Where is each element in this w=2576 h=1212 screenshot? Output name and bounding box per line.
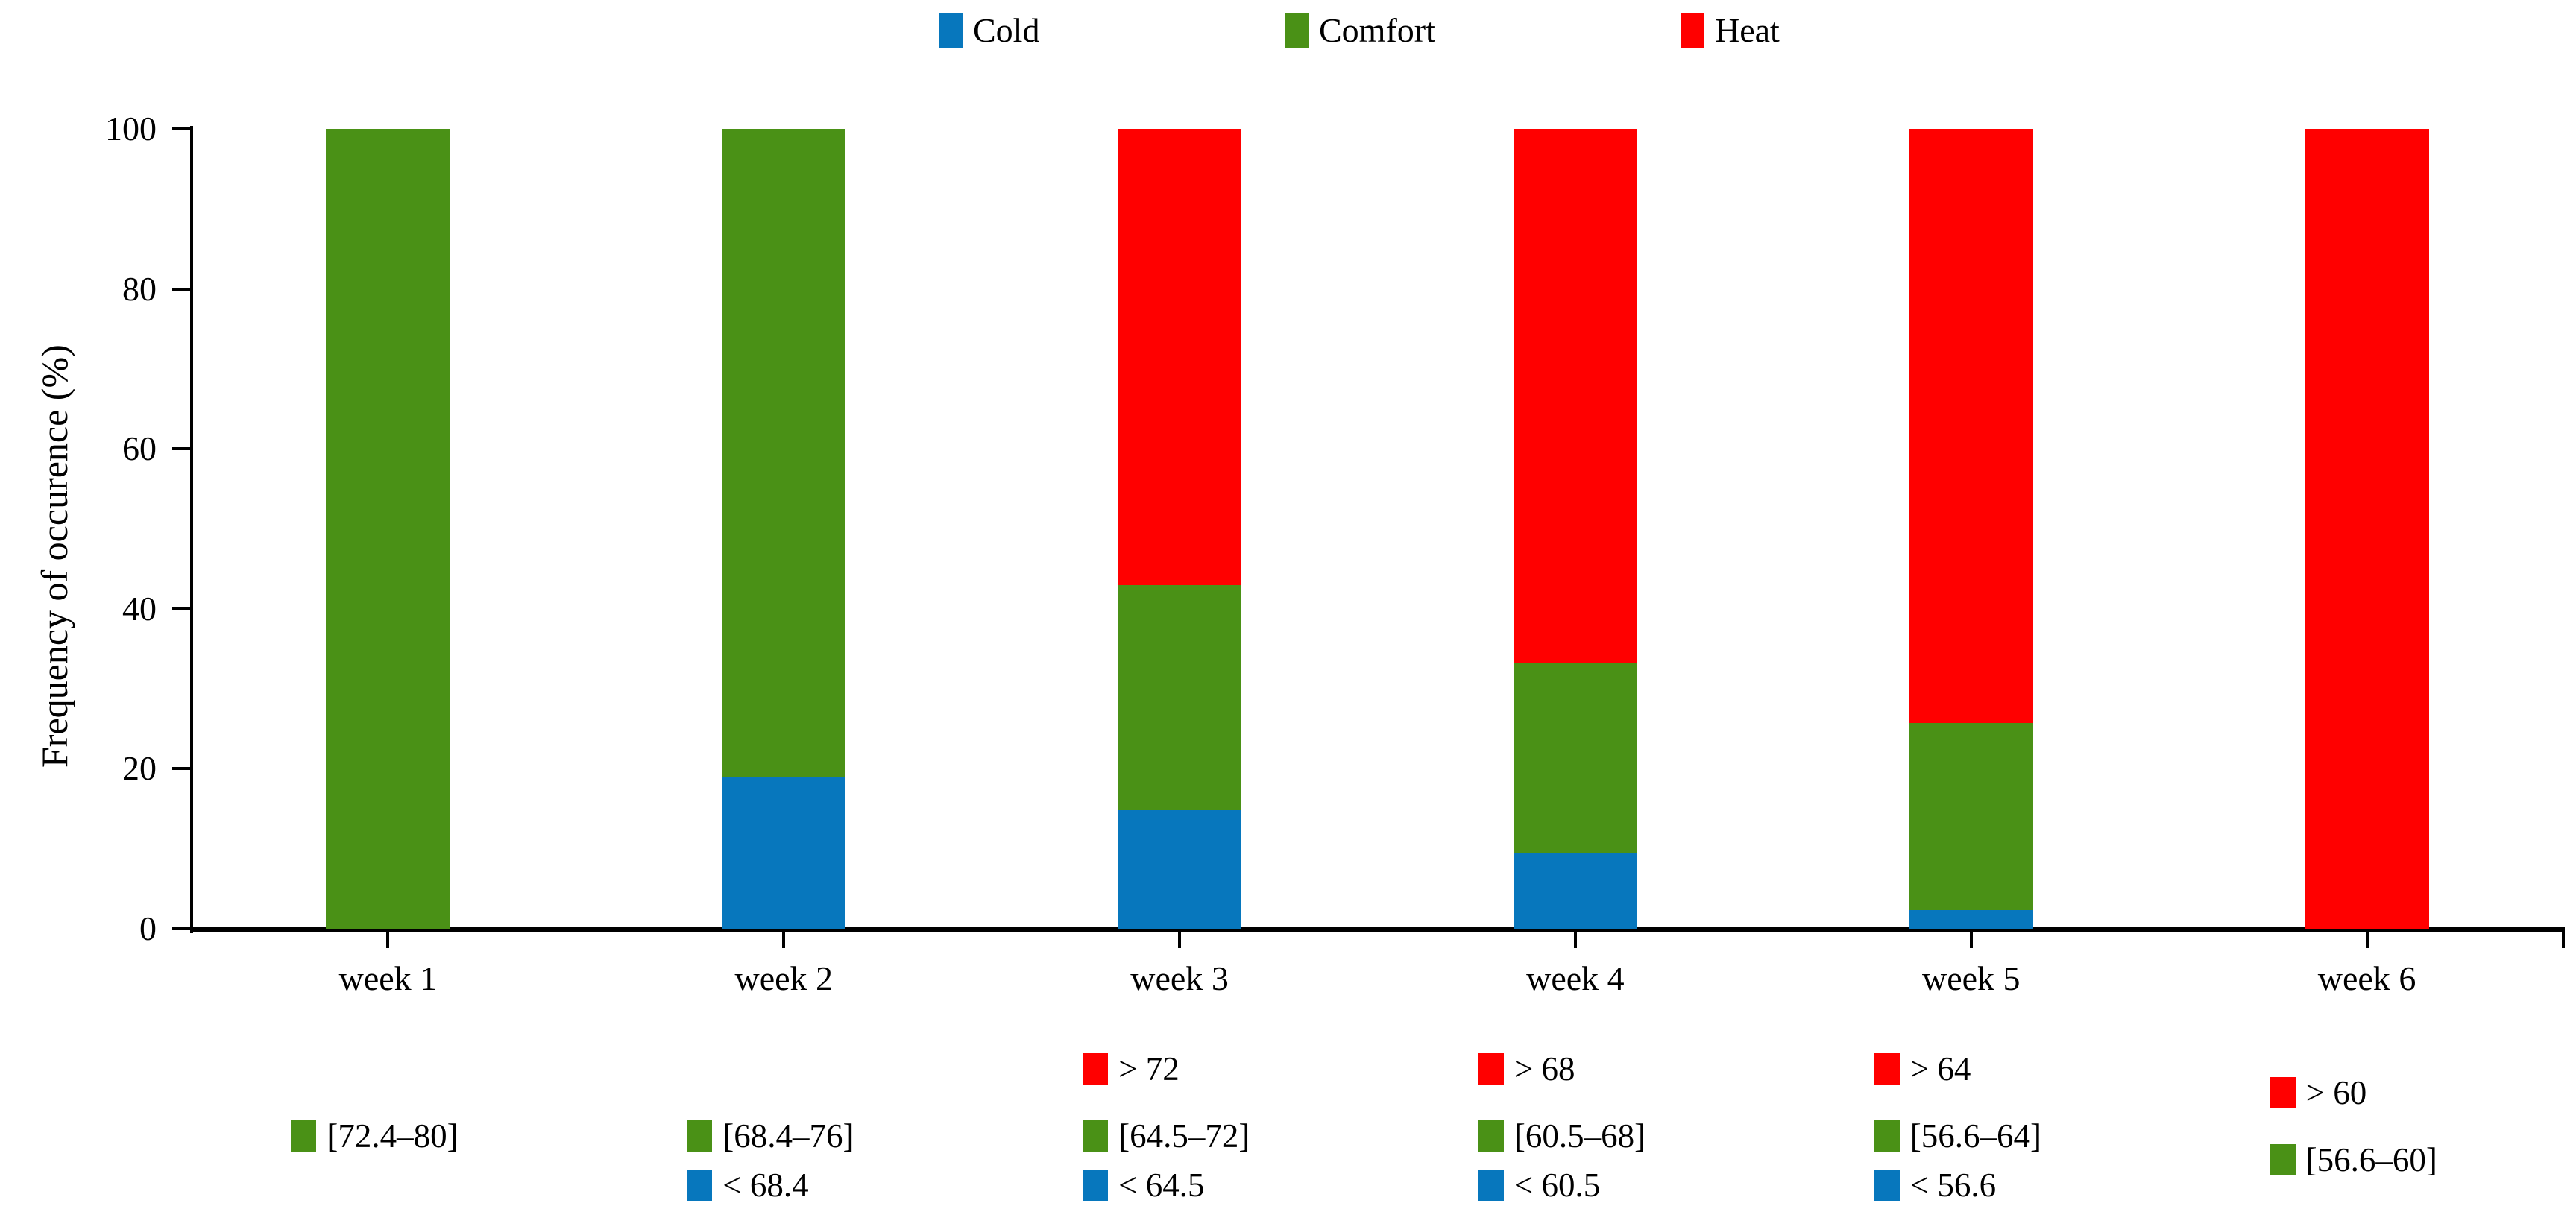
comfort-swatch-icon (291, 1120, 317, 1152)
comfort-swatch-icon (1083, 1120, 1109, 1152)
bar-segment-comfort (1118, 584, 1242, 811)
threshold-cold-week-2: < 68.4 (687, 1167, 809, 1204)
bar-segment-comfort (1513, 663, 1637, 854)
x-axis-tick (1969, 930, 1973, 948)
heat-swatch-icon (1083, 1053, 1109, 1085)
cold-swatch-icon (1874, 1170, 1900, 1201)
bar-segment-heat (1513, 129, 1637, 663)
bar-segment-heat (2305, 129, 2429, 929)
threshold-comfort-week-6: [56.6–60] (2270, 1142, 2437, 1178)
y-axis-title: Frequency of occurence (%) (34, 344, 75, 768)
y-axis-tick-label: 0 (139, 909, 157, 947)
threshold-label: [56.6–64] (1909, 1117, 2041, 1155)
threshold-cold-week-3: < 64.5 (1083, 1167, 1204, 1203)
comfort-swatch-icon (1478, 1120, 1504, 1152)
legend-label: Cold (973, 11, 1040, 49)
bar-segment-comfort (722, 129, 846, 777)
threshold-heat-week-5: > 64 (1874, 1051, 1971, 1087)
bar-week-3 (1118, 129, 1242, 929)
bar-segment-cold (722, 777, 846, 929)
x-axis-tick (1178, 930, 1182, 948)
x-axis-category-label: week 2 (734, 959, 834, 997)
legend-item-cold: Cold (939, 12, 1039, 49)
bar-week-6 (2305, 129, 2429, 929)
bar-segment-cold (1513, 853, 1637, 929)
heat-swatch-icon (2270, 1077, 2296, 1108)
comfort-legend-swatch (1285, 13, 1309, 48)
threshold-label: > 64 (1909, 1050, 1971, 1088)
threshold-label: [56.6–60] (2305, 1141, 2437, 1178)
threshold-heat-week-6: > 60 (2270, 1074, 2367, 1111)
x-axis-category-label: week 1 (338, 959, 438, 997)
y-axis-tick-label: 100 (105, 110, 157, 148)
threshold-label: [68.4–76] (722, 1117, 854, 1155)
heat-swatch-icon (1874, 1053, 1900, 1085)
comfort-swatch-icon (2270, 1144, 2296, 1175)
y-axis-tick-label: 40 (122, 589, 157, 628)
threshold-comfort-week-4: [60.5–68] (1478, 1118, 1646, 1154)
cold-swatch-icon (687, 1170, 713, 1201)
bar-segment-heat (1118, 129, 1242, 585)
bar-segment-cold (1118, 810, 1242, 929)
comfort-swatch-icon (1874, 1120, 1900, 1152)
heat-swatch-icon (1478, 1053, 1504, 1085)
cold-swatch-icon (1478, 1170, 1504, 1201)
y-axis-tick (172, 287, 190, 291)
comfort-swatch-icon (687, 1120, 713, 1152)
y-axis-tick (172, 447, 190, 451)
y-axis-tick (172, 767, 190, 771)
legend-label: Comfort (1319, 11, 1435, 49)
y-axis-tick (172, 927, 190, 930)
x-axis-category-label: week 3 (1130, 959, 1229, 997)
cold-swatch-icon (1083, 1170, 1109, 1201)
threshold-label: < 60.5 (1514, 1167, 1601, 1204)
bar-week-2 (722, 129, 846, 929)
threshold-label: [60.5–68] (1514, 1117, 1646, 1155)
threshold-label: < 56.6 (1909, 1167, 1997, 1204)
threshold-comfort-week-1: [72.4–80] (291, 1117, 459, 1155)
bar-segment-comfort (1909, 723, 2033, 911)
threshold-comfort-week-5: [56.6–64] (1874, 1118, 2041, 1154)
x-axis-tick (386, 930, 390, 948)
y-axis-tick-label: 60 (122, 429, 157, 468)
threshold-heat-week-3: > 72 (1083, 1051, 1180, 1087)
y-axis-tick-label: 80 (122, 269, 157, 308)
threshold-label: > 68 (1514, 1050, 1575, 1088)
y-axis-tick (172, 127, 190, 130)
threshold-cold-week-4: < 60.5 (1478, 1167, 1600, 1203)
bar-week-4 (1513, 129, 1637, 929)
x-axis-category-label: week 6 (2317, 959, 2416, 997)
y-axis-line (190, 126, 193, 933)
x-axis-end-tick (2562, 930, 2565, 948)
bar-week-5 (1909, 129, 2033, 929)
x-axis-category-label: week 5 (1921, 959, 2021, 997)
threshold-label: > 72 (1118, 1050, 1180, 1088)
threshold-comfort-week-2: [68.4–76] (687, 1118, 854, 1154)
threshold-label: > 60 (2305, 1074, 2367, 1111)
x-axis-tick (782, 930, 786, 948)
x-axis-tick (2365, 930, 2369, 948)
threshold-label: [64.5–72] (1118, 1117, 1250, 1155)
threshold-label: [72.4–80] (327, 1117, 459, 1155)
legend-item-comfort: Comfort (1285, 12, 1435, 49)
y-axis-tick (172, 607, 190, 610)
cold-legend-swatch (939, 13, 963, 48)
bar-segment-cold (1909, 910, 2033, 929)
legend-item-heat: Heat (1681, 12, 1780, 49)
threshold-cold-week-5: < 56.6 (1874, 1167, 1996, 1203)
heat-legend-swatch (1681, 13, 1704, 48)
threshold-label: < 68.4 (722, 1167, 809, 1204)
bar-segment-comfort (326, 129, 450, 929)
y-axis-tick-label: 20 (122, 749, 157, 788)
bar-segment-heat (1909, 129, 2033, 724)
bar-week-1 (326, 129, 450, 929)
threshold-label: < 64.5 (1118, 1167, 1205, 1204)
legend-label: Heat (1715, 11, 1780, 49)
x-axis-tick (1573, 930, 1577, 948)
x-axis-category-label: week 4 (1526, 959, 1625, 997)
threshold-comfort-week-3: [64.5–72] (1083, 1118, 1250, 1154)
threshold-heat-week-4: > 68 (1478, 1051, 1575, 1087)
x-axis-line (190, 927, 2565, 932)
